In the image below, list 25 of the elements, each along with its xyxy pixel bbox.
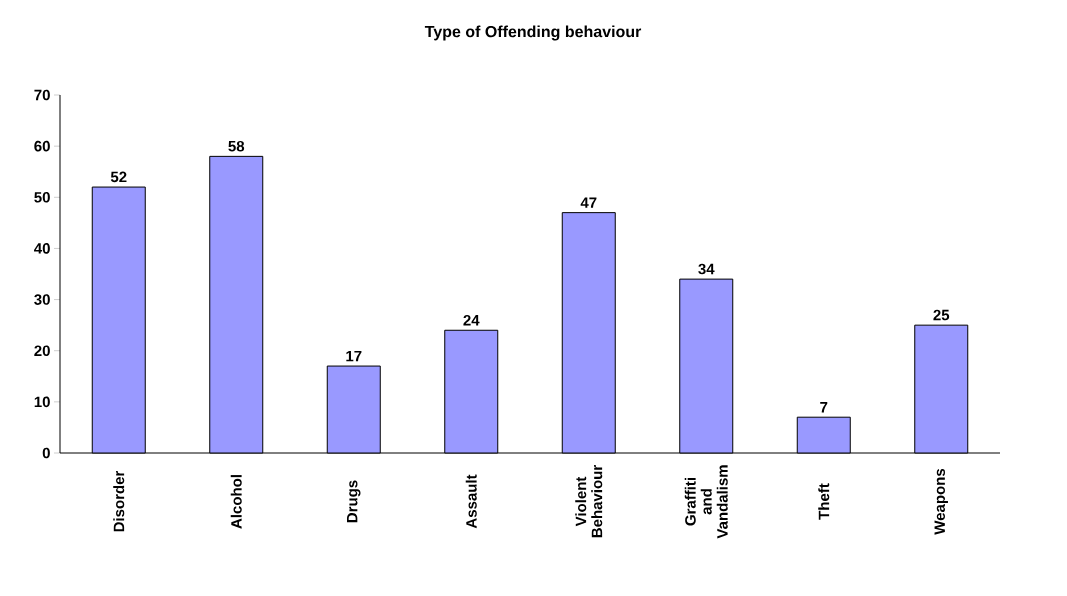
x-tick-label: Graffiti and Vandalism	[684, 465, 728, 539]
data-label: 7	[820, 402, 828, 413]
y-tick-label: 60	[34, 140, 50, 152]
y-tick-label: 30	[34, 294, 50, 305]
data-label: 17	[346, 350, 362, 362]
y-tick-label: 0	[42, 447, 50, 459]
x-tick-label: Disorder	[113, 470, 125, 532]
y-tick-label: 50	[34, 191, 50, 203]
data-label: 58	[228, 140, 245, 152]
y-tick-label: 70	[34, 89, 50, 101]
y-tick-label: 40	[34, 243, 50, 254]
y-tick-label: 10	[34, 396, 50, 408]
data-label: 25	[933, 309, 950, 321]
x-tick-label: Violent Behaviour	[575, 465, 603, 538]
x-tick-label: Theft	[818, 483, 830, 520]
x-tick-label: Alcohol	[230, 475, 242, 529]
x-tick-label: Weapons	[934, 468, 948, 535]
data-label: 34	[698, 263, 715, 275]
x-tick-label: Assault	[465, 474, 477, 529]
data-label: 24	[463, 314, 480, 326]
chart-title: Type of Offending behaviour	[424, 25, 642, 41]
x-tick-label: Drugs	[347, 480, 361, 523]
y-tick-label: 20	[34, 345, 50, 357]
data-label: 52	[110, 171, 127, 183]
data-label: 47	[580, 197, 597, 208]
